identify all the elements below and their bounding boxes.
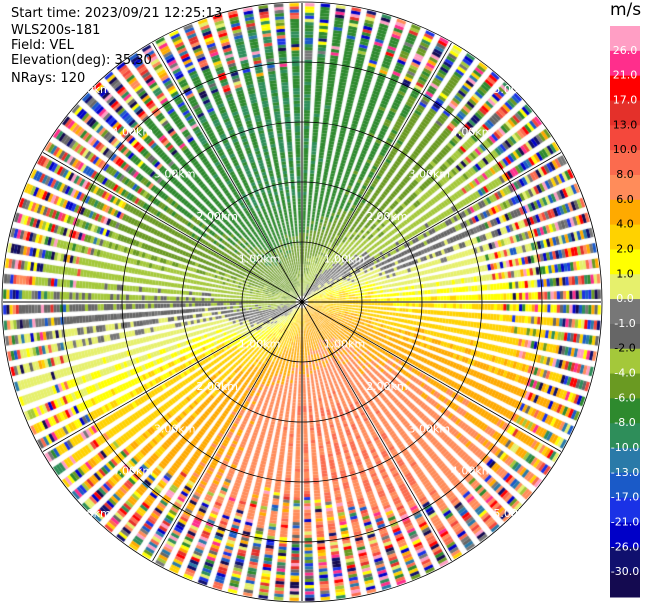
colorbar-tick-label: 26.0 xyxy=(613,44,638,57)
colorbar-tick-label: -17.0 xyxy=(611,491,639,504)
range-label-225-4: 4.00km xyxy=(112,465,154,478)
colorbar-tick-label: 2.0 xyxy=(616,242,634,255)
colorbar-tick-label: -2.0 xyxy=(614,342,635,355)
colorbar-tick-label: -10.0 xyxy=(611,441,639,454)
instrument-text: WLS200s-181 xyxy=(11,23,101,38)
colorbar-tick-label: 8.0 xyxy=(616,168,634,181)
azimuth-lines xyxy=(3,3,601,601)
colorbar-tick-label: -8.0 xyxy=(614,416,635,429)
colorbar-segment xyxy=(610,249,640,275)
range-label-45-3: 3.00km xyxy=(408,168,450,181)
colorbar-segment xyxy=(610,547,640,573)
colorbar-tick-label: -26.0 xyxy=(611,540,639,553)
colorbar-segment xyxy=(610,472,640,499)
colorbar-tick-label: 0.0 xyxy=(616,292,634,305)
colorbar-tick-label: 6.0 xyxy=(616,193,634,206)
range-label-45-1: 1.00km xyxy=(324,253,366,266)
range-label-135-4: 4.00km xyxy=(451,465,493,478)
field-text: Field: VEL xyxy=(11,38,74,53)
colorbar-segment xyxy=(610,299,640,325)
colorbar-segment xyxy=(610,50,640,77)
range-label-225-2: 2.00km xyxy=(196,380,238,393)
azimuth-line-330 xyxy=(152,42,303,303)
colorbar-segment xyxy=(610,224,640,250)
range-label-315-4: 4.00km xyxy=(112,125,154,138)
colorbar-tick-label: 4.0 xyxy=(616,218,634,231)
range-label-315-1: 1.00km xyxy=(239,253,281,266)
range-label-315-3: 3.00km xyxy=(154,168,196,181)
range-label-135-2: 2.00km xyxy=(366,380,408,393)
start-time-text: Start time: 2023/09/21 12:25:13 xyxy=(11,6,223,21)
colorbar-segment xyxy=(610,274,640,300)
colorbar-tick-label: -6.0 xyxy=(614,391,635,404)
colorbar-tick-label: 17.0 xyxy=(613,93,638,106)
colorbar-tick-label: -21.0 xyxy=(611,516,639,529)
colorbar-segment xyxy=(610,100,640,126)
range-label-225-1: 1.00km xyxy=(239,337,281,350)
range-label-135-3: 3.00km xyxy=(408,422,450,435)
colorbar-segment xyxy=(610,174,640,201)
colorbar: 26.0 21.0 17.0 13.0 10.0 8.0 6.0 4.0 2.0 1.0 0.0 -1… xyxy=(610,26,640,598)
range-label-45-5: 5.00km xyxy=(493,83,535,96)
range-label-225-5: 5.00km xyxy=(69,507,111,520)
colorbar-segment xyxy=(610,423,640,449)
colorbar-tick-label: 21.0 xyxy=(613,69,638,82)
azimuth-line-60 xyxy=(301,152,562,303)
azimuth-line-30 xyxy=(301,42,452,303)
elevation-text: Elevation(deg): 35.30 xyxy=(11,53,152,68)
azimuth-line-300 xyxy=(42,152,303,303)
azimuth-line-120 xyxy=(301,301,562,452)
colorbar-tick-label: 10.0 xyxy=(613,143,638,156)
colorbar-segment xyxy=(610,150,640,176)
nrays-text: NRays: 120 xyxy=(11,71,86,86)
range-label-225-3: 3.00km xyxy=(154,422,196,435)
azimuth-line-150 xyxy=(301,301,452,562)
colorbar-tick-label: -1.0 xyxy=(614,317,635,330)
colorbar-tick-label: -30.0 xyxy=(611,565,639,578)
range-label-45-4: 4.00km xyxy=(451,125,493,138)
range-ring-labels: 1.00km 2.00km 3.00km 4.00km 5.00km 1.00km 2.00… xyxy=(69,83,535,520)
colorbar-segment xyxy=(610,497,640,524)
range-label-315-5: 5.00km xyxy=(69,83,111,96)
azimuth-line-240 xyxy=(42,301,303,452)
colorbar-segment xyxy=(610,26,640,52)
colorbar-segment xyxy=(610,398,640,424)
range-label-45-2: 2.00km xyxy=(366,210,408,223)
colorbar-segment xyxy=(610,448,640,474)
colorbar-tick-label: 13.0 xyxy=(613,118,638,131)
colorbar-tick-label: -4.0 xyxy=(614,367,635,380)
range-ring-5 xyxy=(1,1,603,603)
colorbar-segment xyxy=(610,373,640,399)
colorbar-segment xyxy=(610,522,640,548)
range-label-315-2: 2.00km xyxy=(196,210,238,223)
colorbar-segment xyxy=(610,323,640,350)
range-label-135-1: 1.00km xyxy=(324,337,366,350)
colorbar-tick-label: -13.0 xyxy=(611,466,639,479)
range-label-135-5: 5.00km xyxy=(493,507,535,520)
colorbar-segment xyxy=(610,199,640,226)
azimuth-line-210 xyxy=(152,301,303,562)
colorbar-segment xyxy=(610,572,640,598)
colorbar-tick-label: 1.0 xyxy=(616,267,634,280)
colorbar-segment xyxy=(610,348,640,375)
colorbar-unit: m/s xyxy=(610,0,642,20)
colorbar-segment xyxy=(610,125,640,151)
colorbar-segment xyxy=(610,75,640,101)
